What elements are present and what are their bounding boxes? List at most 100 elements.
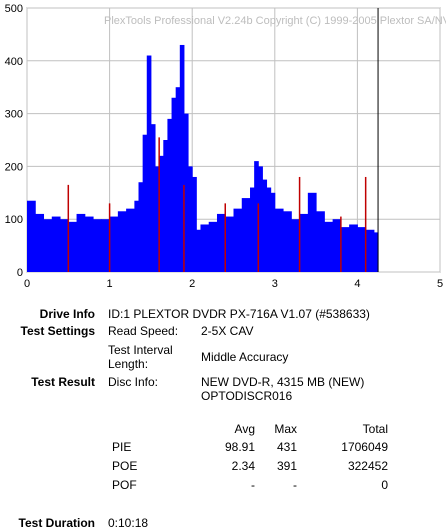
chart-ticks: 0 100 200 300 400 500 0 1 2 3 4 5 xyxy=(5,3,443,290)
pie-bar xyxy=(241,198,251,272)
pie-bar xyxy=(68,221,78,272)
pie-bar xyxy=(274,208,284,272)
pie-bar xyxy=(179,44,185,273)
test-settings-label: Test Settings xyxy=(20,324,95,338)
pie-bar xyxy=(146,55,152,272)
interval-label-line1: Test Interval xyxy=(108,343,173,357)
pie-bar xyxy=(233,208,243,272)
pie-bar xyxy=(266,187,272,272)
y-tick-label: 300 xyxy=(5,109,23,121)
col-max-header: Max xyxy=(274,422,297,436)
pie-bar xyxy=(299,213,309,272)
row-avg: 2.34 xyxy=(231,459,255,473)
pie-bar xyxy=(373,232,379,272)
chart: 0 100 200 300 400 500 0 1 2 3 4 5 PlexTools Profess… xyxy=(5,3,446,290)
read-speed-label: Read Speed: xyxy=(108,324,179,338)
pie-bar xyxy=(126,208,135,272)
row-name: POF xyxy=(112,478,137,492)
y-tick-label: 0 xyxy=(17,267,23,279)
x-tick-label: 2 xyxy=(189,278,195,290)
row-max: 431 xyxy=(276,440,297,454)
y-tick-label: 400 xyxy=(5,56,23,68)
info-panel: Drive Info ID:1 PLEXTOR DVDR PX-716A V1.… xyxy=(0,300,446,531)
pie-bar xyxy=(324,221,334,272)
pie-bar xyxy=(175,87,181,272)
col-avg-header: Avg xyxy=(234,422,255,436)
pie-bar xyxy=(316,211,325,272)
row-max: - xyxy=(293,478,297,492)
drive-info-label: Drive Info xyxy=(39,307,95,321)
pie-bar xyxy=(43,219,53,272)
pie-bar xyxy=(200,224,210,272)
pie-bar xyxy=(270,192,276,272)
row-name: POE xyxy=(112,459,138,473)
pie-bar xyxy=(155,166,160,272)
pie-bar xyxy=(307,192,317,272)
pie-bar xyxy=(365,229,375,272)
pie-bar xyxy=(332,219,342,272)
y-tick-label: 500 xyxy=(5,3,23,15)
y-tick-label: 100 xyxy=(5,214,23,226)
x-tick-label: 4 xyxy=(354,278,360,290)
pie-bar xyxy=(183,113,189,272)
pie-bar xyxy=(35,213,45,272)
test-duration-value: 0:10:18 xyxy=(108,516,149,530)
pie-bar xyxy=(216,213,226,272)
disc-info-value-1: NEW DVD-R, 4315 MB (NEW) xyxy=(201,375,365,389)
x-tick-label: 1 xyxy=(107,278,113,290)
pie-bar xyxy=(171,97,177,272)
row-name: PIE xyxy=(112,440,132,454)
pie-bar xyxy=(117,211,127,272)
x-tick-label: 3 xyxy=(272,278,278,290)
pie-bar xyxy=(84,216,94,272)
pie-bar xyxy=(262,179,268,272)
read-speed-value: 2-5X CAV xyxy=(201,324,254,338)
test-duration-label: Test Duration xyxy=(18,516,95,530)
row-avg: - xyxy=(251,478,255,492)
pie-bar xyxy=(225,216,234,272)
interval-label-line2: Length: xyxy=(108,357,149,371)
col-total-header: Total xyxy=(362,422,388,436)
pie-bar xyxy=(291,219,301,272)
pie-bar xyxy=(27,200,36,272)
pie-bar xyxy=(340,227,350,272)
row-total: 322452 xyxy=(347,459,388,473)
pie-bar xyxy=(51,216,61,272)
pie-bar xyxy=(138,182,144,272)
x-tick-label: 5 xyxy=(437,278,443,290)
pie-bar xyxy=(283,211,292,272)
pie-bar xyxy=(254,161,259,272)
pie-bar xyxy=(142,134,148,272)
y-tick-label: 200 xyxy=(5,161,23,173)
pie-bar xyxy=(258,166,263,272)
test-result-label: Test Result xyxy=(31,375,95,389)
pie-bar xyxy=(159,155,164,272)
drive-info-value: ID:1 PLEXTOR DVDR PX-716A V1.07 (#538633… xyxy=(108,307,370,321)
chart-bars xyxy=(27,8,379,273)
pie-bar xyxy=(192,176,197,272)
pie-bar xyxy=(357,227,367,272)
x-tick-label: 0 xyxy=(24,278,30,290)
pie-bar xyxy=(60,219,69,272)
pie-bar xyxy=(150,124,156,272)
row-max: 391 xyxy=(276,459,297,473)
pie-bar xyxy=(134,200,140,272)
pie-bar xyxy=(349,224,358,272)
pie-bar xyxy=(109,216,119,272)
pie-bar xyxy=(101,219,111,272)
chart-watermark: PlexTools Professional V2.24b Copyright … xyxy=(104,15,446,27)
pie-bar xyxy=(76,213,86,272)
pie-bar xyxy=(93,219,102,272)
row-total: 1706049 xyxy=(341,440,388,454)
pie-bar xyxy=(167,118,173,272)
pie-bar xyxy=(188,166,193,272)
row-avg: 98.91 xyxy=(224,440,255,454)
pie-bar xyxy=(163,140,168,272)
pie-bar xyxy=(208,221,218,272)
pie-bar xyxy=(196,229,201,272)
pie-bar xyxy=(250,187,255,272)
disc-info-value-2: OPTODISCR016 xyxy=(201,389,293,403)
disc-info-label: Disc Info: xyxy=(108,375,159,389)
interval-value: Middle Accuracy xyxy=(201,350,289,364)
row-total: 0 xyxy=(381,478,388,492)
